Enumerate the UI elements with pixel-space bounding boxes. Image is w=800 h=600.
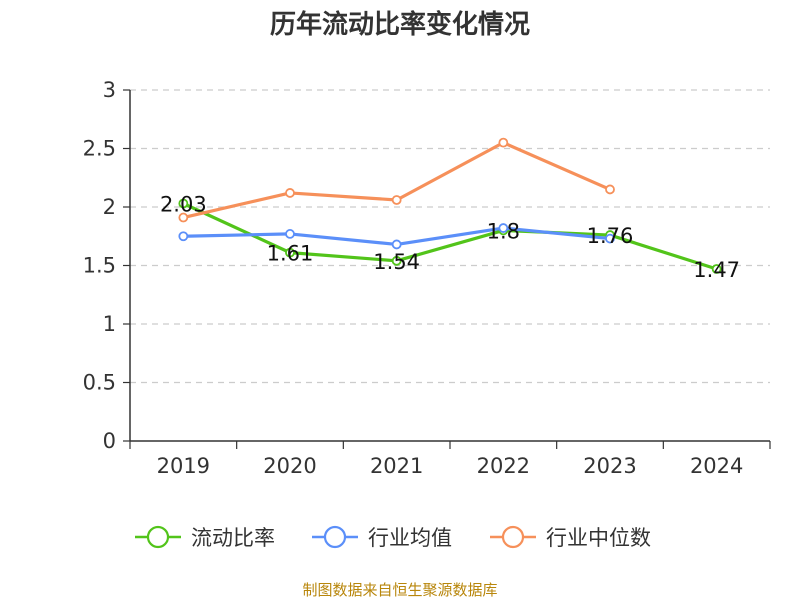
data-point <box>285 229 295 239</box>
series-lines <box>178 137 722 274</box>
source-note: 制图数据来自恒生聚源数据库 <box>302 581 497 599</box>
legend-label: 流动比率 <box>191 526 275 550</box>
x-tick-label: 2020 <box>263 454 316 478</box>
y-tick-label: 1.5 <box>83 254 116 278</box>
data-label: 1.8 <box>487 219 520 243</box>
data-point <box>285 188 295 198</box>
data-point <box>178 231 189 242</box>
legend-circle-icon <box>146 525 170 549</box>
legend-label: 行业中位数 <box>546 526 651 550</box>
legend-item-2[interactable]: 行业中位数 <box>490 525 651 550</box>
data-point <box>498 137 509 148</box>
data-point <box>605 184 615 195</box>
x-tick-label: 2019 <box>157 454 210 478</box>
series-line-0 <box>181 201 719 271</box>
y-tick-labels: 0 0.5 1 1.5 2 2.5 3 <box>83 78 130 453</box>
x-tick-label: 2021 <box>370 454 423 478</box>
data-label: 1.76 <box>587 224 634 248</box>
grid-lines <box>130 89 770 384</box>
x-tick-label: 2024 <box>690 454 743 478</box>
data-label: 2.03 <box>160 192 207 216</box>
y-tick-label: 0 <box>103 429 116 453</box>
data-point <box>391 239 402 250</box>
data-labels: 2.03 1.61 1.54 1.8 1.76 1.47 <box>160 192 740 282</box>
data-point <box>605 233 615 244</box>
data-label: 1.47 <box>693 258 740 282</box>
y-tick-label: 3 <box>103 78 116 102</box>
legend-label: 行业均值 <box>368 526 452 550</box>
y-tick-label: 2.5 <box>83 137 116 161</box>
y-tick-label: 1 <box>103 312 116 336</box>
legend-circle-icon <box>501 525 525 549</box>
data-point <box>498 223 509 233</box>
y-tick-label: 0.5 <box>83 371 116 395</box>
legend-item-1[interactable]: 行业均值 <box>312 525 452 550</box>
chart-title: 历年流动比率变化情况 <box>270 9 530 40</box>
data-point <box>391 195 402 205</box>
data-point <box>285 247 295 258</box>
data-point <box>178 212 189 223</box>
series-line-2 <box>181 141 612 220</box>
legend-item-0[interactable]: 流动比率 <box>135 525 275 550</box>
data-label: 1.61 <box>267 242 314 266</box>
x-tick-label: 2023 <box>583 454 636 478</box>
data-label: 1.54 <box>373 250 420 274</box>
y-tick-label: 2 <box>103 195 116 219</box>
data-point <box>711 264 722 274</box>
legend: 流动比率 行业均值 行业中位数 <box>135 525 651 550</box>
data-point <box>178 198 189 209</box>
x-tick-label: 2022 <box>477 454 530 478</box>
x-tick-labels: 2019 2020 2021 2022 2023 2024 <box>129 441 771 478</box>
data-point <box>391 255 402 266</box>
legend-circle-icon <box>323 525 347 549</box>
